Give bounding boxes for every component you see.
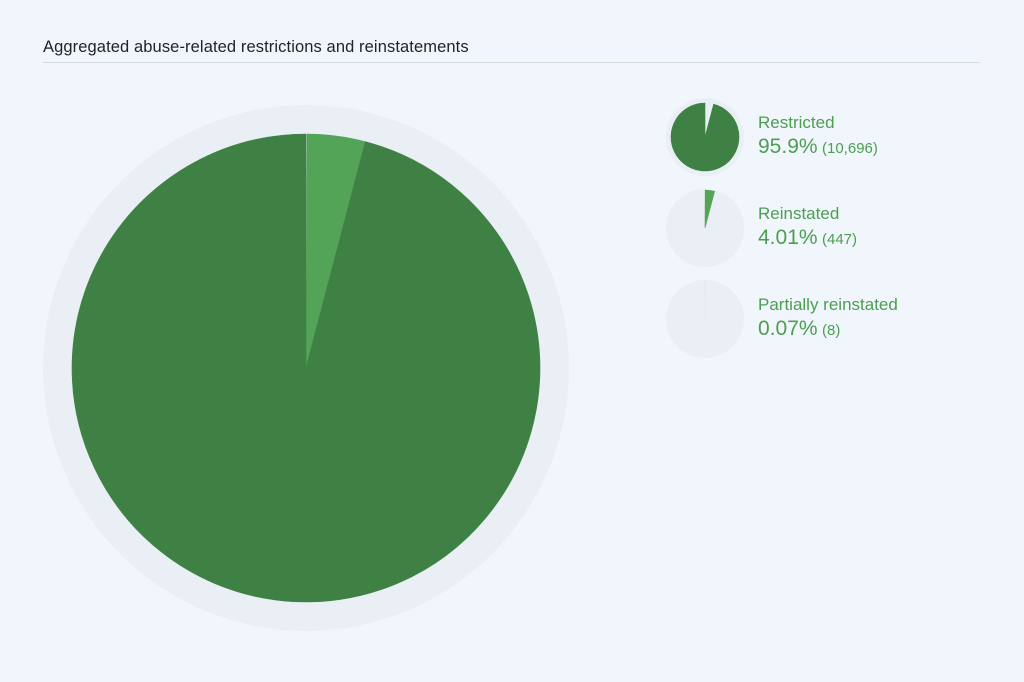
legend-mini-pie-partially-reinstated xyxy=(666,280,744,358)
legend-item-partially-reinstated[interactable]: Partially reinstated 0.07% (8) xyxy=(666,280,1006,358)
legend-item-restricted[interactable]: Restricted 95.9% (10,696) xyxy=(666,98,1006,176)
legend-count: (8) xyxy=(822,322,841,339)
legend-count: (447) xyxy=(822,231,858,248)
legend: Restricted 95.9% (10,696) Reinstated 4.0… xyxy=(666,98,1006,371)
legend-percent: 4.01% xyxy=(758,226,818,249)
title-divider xyxy=(43,62,980,63)
legend-label: Partially reinstated xyxy=(758,295,898,314)
legend-percent: 95.9% xyxy=(758,135,818,158)
mini-pie-slice-restricted xyxy=(670,102,740,172)
main-pie-chart xyxy=(43,105,569,631)
legend-label: Restricted xyxy=(758,113,835,132)
legend-item-reinstated[interactable]: Reinstated 4.01% (447) xyxy=(666,189,1006,267)
legend-percent: 0.07% xyxy=(758,317,818,340)
legend-mini-pie-restricted xyxy=(666,98,744,176)
legend-label: Reinstated xyxy=(758,204,840,223)
pie-slice-restricted[interactable] xyxy=(71,133,541,603)
mini-pie-slice-reinstated xyxy=(704,189,716,229)
chart-title: Aggregated abuse-related restrictions an… xyxy=(43,38,469,56)
legend-count: (10,696) xyxy=(822,140,878,157)
legend-mini-pie-reinstated xyxy=(666,189,744,267)
